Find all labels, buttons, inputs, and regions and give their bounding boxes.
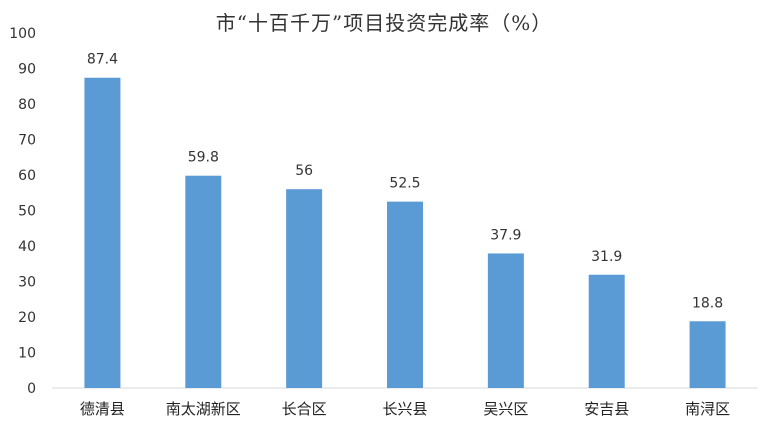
- chart-title: 市“十百千万”项目投资完成率（%）: [216, 11, 552, 35]
- data-labels: 87.4 59.8 56 52.5 37.9 31.9 18.8: [87, 52, 723, 312]
- bar-value-label: 59.8: [188, 150, 219, 166]
- x-axis: 德清县 南太湖新区 长合区 长兴县 吴兴区 安吉县 南浔区: [52, 387, 758, 418]
- y-tick-label: 0: [27, 381, 36, 397]
- y-tick-label: 40: [18, 239, 36, 255]
- bar-value-label: 52.5: [389, 176, 420, 192]
- category-label: 德清县: [80, 400, 125, 418]
- category-label: 南浔区: [685, 400, 730, 418]
- y-tick-label: 10: [18, 346, 36, 362]
- bar-value-label: 87.4: [87, 52, 118, 68]
- bar-value-label: 37.9: [490, 227, 521, 243]
- category-label: 吴兴区: [483, 400, 528, 418]
- category-label: 长合区: [282, 400, 327, 418]
- bar-series: [84, 77, 726, 388]
- y-tick-label: 50: [18, 204, 36, 220]
- bar: [185, 175, 222, 388]
- bar-value-label: 31.9: [591, 249, 622, 265]
- bar: [286, 189, 323, 388]
- category-label: 安吉县: [584, 400, 629, 418]
- category-label: 长兴县: [382, 400, 427, 418]
- bar: [487, 253, 524, 388]
- y-tick-label: 90: [18, 62, 36, 78]
- category-label: 南太湖新区: [166, 400, 241, 418]
- bar: [588, 274, 625, 388]
- bar: [689, 321, 726, 388]
- bar-value-label: 18.8: [692, 295, 723, 311]
- y-tick-label: 20: [18, 310, 36, 326]
- y-tick-label: 100: [9, 26, 36, 42]
- y-tick-label: 30: [18, 275, 36, 291]
- y-axis: 0 10 20 30 40 50 60 70 80 90 100: [9, 26, 36, 397]
- bar: [387, 201, 423, 388]
- y-tick-label: 60: [18, 168, 36, 184]
- bar: [84, 77, 121, 388]
- bar-value-label: 56: [295, 163, 313, 179]
- y-tick-label: 70: [18, 133, 36, 149]
- y-tick-label: 80: [18, 97, 36, 113]
